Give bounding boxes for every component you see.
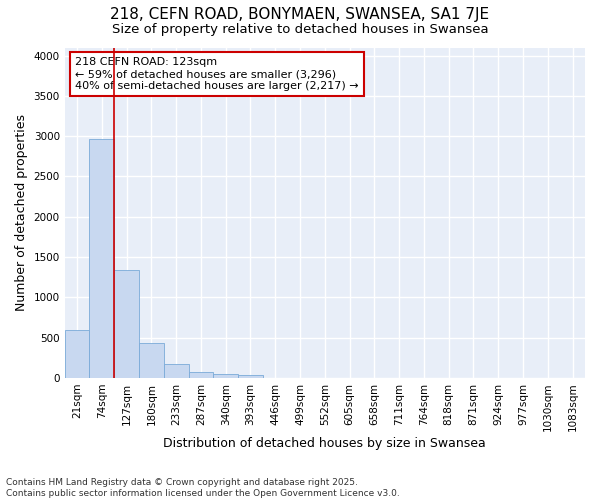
Bar (238, 375, 263, 378)
Bar (214, 374, 238, 378)
Bar (164, 364, 188, 378)
Y-axis label: Number of detached properties: Number of detached properties (15, 114, 28, 311)
Bar (188, 372, 214, 378)
Bar (65, 330, 89, 378)
X-axis label: Distribution of detached houses by size in Swansea: Distribution of detached houses by size … (163, 437, 486, 450)
Bar (89, 138, 114, 378)
Bar (139, 344, 164, 378)
Text: Contains HM Land Registry data © Crown copyright and database right 2025.
Contai: Contains HM Land Registry data © Crown c… (6, 478, 400, 498)
Text: Size of property relative to detached houses in Swansea: Size of property relative to detached ho… (112, 22, 488, 36)
Bar (114, 270, 139, 378)
Text: 218, CEFN ROAD, BONYMAEN, SWANSEA, SA1 7JE: 218, CEFN ROAD, BONYMAEN, SWANSEA, SA1 7… (110, 8, 490, 22)
Text: 218 CEFN ROAD: 123sqm
← 59% of detached houses are smaller (3,296)
40% of semi-d: 218 CEFN ROAD: 123sqm ← 59% of detached … (75, 58, 359, 90)
